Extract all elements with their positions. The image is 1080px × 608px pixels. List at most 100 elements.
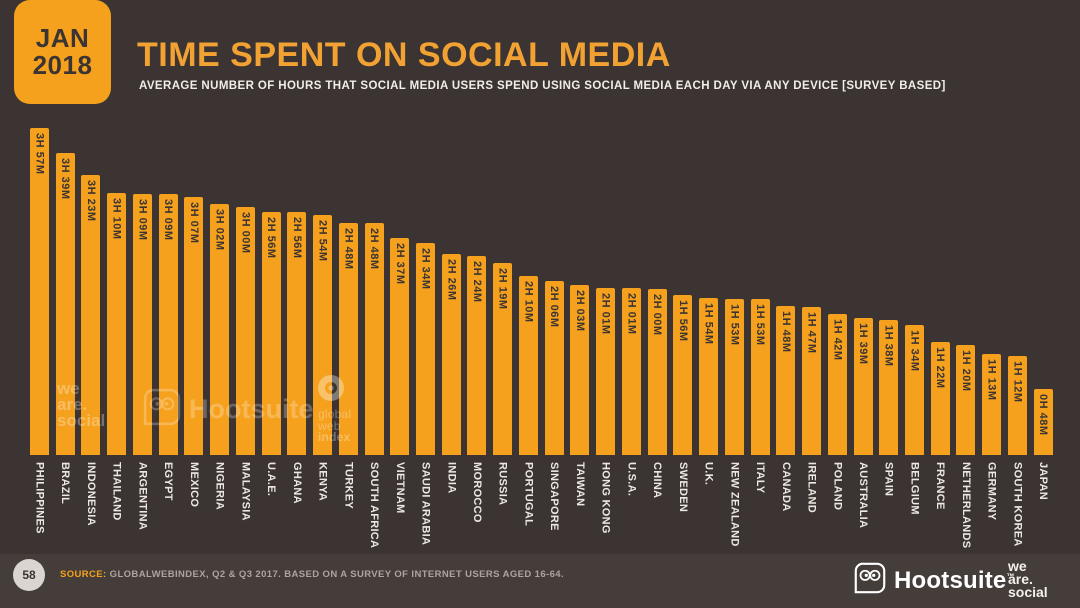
- bar-column: 2H 10M PORTUGAL: [518, 128, 538, 550]
- x-axis-label: VIETNAM: [393, 462, 406, 514]
- bar-column: 1H 53M NEW ZEALAND: [724, 128, 744, 550]
- bar: 1H 54M: [699, 298, 719, 455]
- bar-column: 1H 39M AUSTRALIA: [853, 128, 873, 550]
- bar-value-label: 1H 42M: [831, 319, 844, 361]
- bar: 3H 23M: [81, 175, 101, 455]
- bar-wrap: 1H 20M: [956, 128, 976, 455]
- x-axis-label: HONG KONG: [599, 462, 612, 534]
- bar-wrap: 2H 03M: [570, 128, 590, 455]
- page-subtitle: AVERAGE NUMBER OF HOURS THAT SOCIAL MEDI…: [139, 80, 946, 92]
- bar-wrap: 2H 24M: [467, 128, 487, 455]
- x-axis-label: BRAZIL: [59, 462, 72, 505]
- bar-value-label: 1H 13M: [985, 359, 998, 401]
- bar-column: 2H 34M SAUDI ARABIA: [416, 128, 436, 550]
- hootsuite-owl-icon: [854, 562, 886, 599]
- bar-value-label: 2H 54M: [316, 220, 329, 262]
- bar: 2H 56M: [287, 212, 307, 455]
- x-axis-label: NETHERLANDS: [959, 462, 972, 549]
- bar-value-label: 2H 56M: [290, 217, 303, 259]
- bar: 3H 57M: [30, 128, 49, 455]
- bar: 3H 09M: [132, 194, 152, 455]
- bar-column: 2H 03M TAIWAN: [570, 128, 590, 550]
- bar-column: 1H 48M CANADA: [776, 128, 796, 550]
- bar-wrap: 1H 22M: [930, 128, 950, 455]
- x-axis-label: SPAIN: [882, 462, 895, 497]
- bar-wrap: 3H 39M: [55, 128, 75, 455]
- bar-column: 3H 23M INDONESIA: [81, 128, 101, 550]
- bar-column: 1H 42M POLAND: [827, 128, 847, 550]
- bar-column: 3H 07M MEXICO: [184, 128, 204, 550]
- bar: 2H 54M: [313, 215, 333, 455]
- bar-wrap: 1H 38M: [879, 128, 899, 455]
- source-text: GLOBALWEBINDEX, Q2 & Q3 2017. BASED ON A…: [106, 569, 564, 580]
- bar-column: 2H 06M SINGAPORE: [544, 128, 564, 550]
- bar-wrap: 3H 09M: [132, 128, 152, 455]
- x-axis-label: THAILAND: [110, 462, 123, 521]
- bar-value-label: 3H 09M: [162, 199, 175, 241]
- bar-column: 3H 09M ARGENTINA: [132, 128, 152, 550]
- bar-wrap: 2H 26M: [441, 128, 461, 455]
- bar: 2H 06M: [544, 281, 564, 455]
- bar-value-label: 1H 54M: [702, 303, 715, 345]
- hootsuite-logo: Hootsuite™: [854, 562, 1015, 599]
- x-axis-label: CANADA: [779, 462, 792, 512]
- bar-wrap: 1H 53M: [724, 128, 744, 455]
- bar: 2H 01M: [621, 288, 641, 455]
- bar-wrap: 2H 19M: [493, 128, 513, 455]
- bar-value-label: 2H 56M: [265, 217, 278, 259]
- bar-wrap: 0H 48M: [1033, 128, 1053, 455]
- bar: 1H 56M: [673, 295, 693, 455]
- bar-value-label: 3H 57M: [33, 133, 46, 175]
- bar-wrap: 1H 54M: [699, 128, 719, 455]
- bar-column: 1H 38M SPAIN: [879, 128, 899, 550]
- x-axis-label: NEW ZEALAND: [728, 462, 741, 547]
- date-badge-month: JAN: [35, 23, 90, 53]
- bar-wrap: 2H 48M: [364, 128, 384, 455]
- bar-column: 1H 47M IRELAND: [802, 128, 822, 550]
- bar-value-label: 1H 34M: [908, 330, 921, 372]
- bar-column: 2H 26M INDIA: [441, 128, 461, 550]
- bar: 1H 38M: [879, 320, 899, 455]
- x-axis-label: SOUTH AFRICA: [368, 462, 381, 549]
- bar-wrap: 2H 01M: [621, 128, 641, 455]
- footer: 58 SOURCE: GLOBALWEBINDEX, Q2 & Q3 2017.…: [0, 554, 1080, 608]
- bar-column: 2H 48M TURKEY: [338, 128, 358, 550]
- bar: 3H 10M: [107, 193, 127, 455]
- page-title: TIME SPENT ON SOCIAL MEDIA: [137, 36, 671, 74]
- bar-value-label: 2H 37M: [393, 243, 406, 285]
- bar-value-label: 2H 26M: [445, 259, 458, 301]
- bar: 2H 48M: [364, 223, 384, 455]
- bar-value-label: 2H 24M: [470, 261, 483, 303]
- bar-value-label: 1H 56M: [676, 300, 689, 342]
- bar-value-label: 2H 19M: [496, 268, 509, 310]
- x-axis-label: MALAYSIA: [239, 462, 252, 521]
- bar-value-label: 1H 47M: [805, 312, 818, 354]
- bar: 3H 39M: [55, 153, 75, 455]
- bar-wrap: 2H 37M: [390, 128, 410, 455]
- bar-wrap: 1H 53M: [750, 128, 770, 455]
- bar-column: 2H 37M VIETNAM: [390, 128, 410, 550]
- bar: 0H 48M: [1033, 389, 1053, 455]
- bar-column: 3H 10M THAILAND: [107, 128, 127, 550]
- source-note: SOURCE: GLOBALWEBINDEX, Q2 & Q3 2017. BA…: [60, 569, 564, 580]
- page-number-badge: 58: [13, 559, 45, 591]
- bar-value-label: 3H 23M: [84, 180, 97, 222]
- bar-value-label: 1H 53M: [754, 304, 767, 346]
- source-label: SOURCE:: [60, 569, 107, 580]
- bar: 3H 07M: [184, 197, 204, 455]
- x-axis-label: SOUTH KOREA: [1011, 462, 1024, 547]
- x-axis-label: U.K.: [702, 462, 715, 486]
- bar: 2H 24M: [467, 256, 487, 455]
- bar-column: 2H 01M HONG KONG: [596, 128, 616, 550]
- bar-column: 2H 00M CHINA: [647, 128, 667, 550]
- bar-wrap: 2H 48M: [338, 128, 358, 455]
- bar-column: 1H 53M ITALY: [750, 128, 770, 550]
- bar-wrap: 3H 07M: [184, 128, 204, 455]
- bar-wrap: 3H 02M: [210, 128, 230, 455]
- bar-series: 3H 57M PHILIPPINES 3H 39M BRAZIL 3H 23M INDON…: [30, 128, 1053, 550]
- bar-column: 3H 57M PHILIPPINES: [30, 128, 49, 550]
- bar: 3H 00M: [235, 207, 255, 455]
- bar-value-label: 1H 22M: [934, 347, 947, 389]
- bar-wrap: 1H 13M: [982, 128, 1002, 455]
